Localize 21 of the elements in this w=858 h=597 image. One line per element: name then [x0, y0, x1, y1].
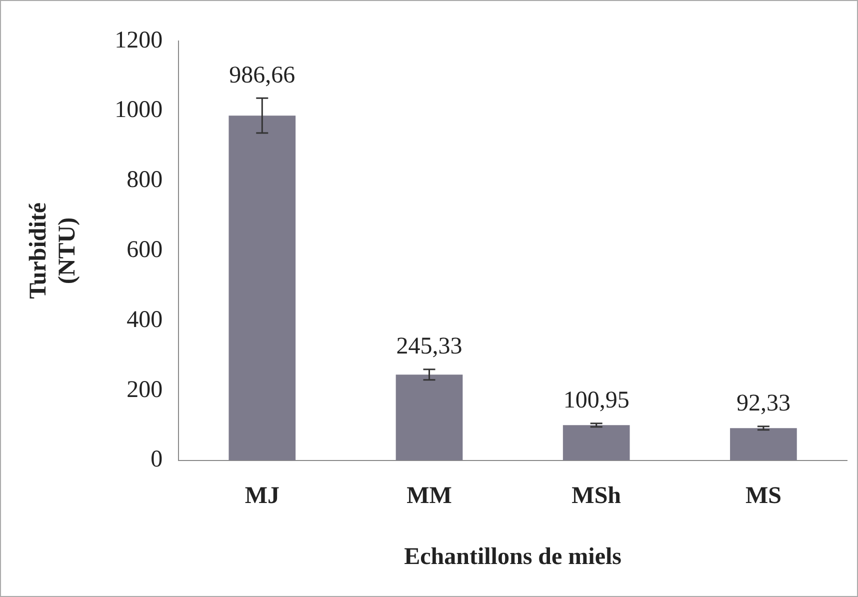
bar	[396, 374, 463, 460]
bar	[228, 116, 296, 460]
data-label: 100,95	[563, 388, 630, 414]
x-tick-label: MSh	[572, 483, 622, 510]
bar	[730, 428, 797, 460]
y-tick-label: 0	[150, 446, 163, 473]
y-tick-label: 600	[126, 236, 163, 263]
y-tick-label: 800	[126, 167, 163, 194]
x-tick-label: MS	[745, 483, 782, 510]
bar	[562, 425, 630, 460]
x-tick-label: MJ	[244, 483, 280, 510]
y-tick-label: 1000	[114, 97, 163, 124]
data-label: 245,33	[396, 334, 462, 360]
data-label: 92,33	[736, 390, 790, 417]
y-tick-label: 1200	[114, 27, 163, 54]
y-tick-label: 200	[126, 376, 163, 403]
x-axis-title: Echantillons de miels	[404, 544, 622, 570]
data-label: 986,66	[229, 62, 296, 88]
y-axis-title: Turbidité (NTU)	[26, 202, 80, 299]
x-tick-label: MM	[406, 483, 452, 510]
y-tick-label: 400	[126, 306, 163, 333]
